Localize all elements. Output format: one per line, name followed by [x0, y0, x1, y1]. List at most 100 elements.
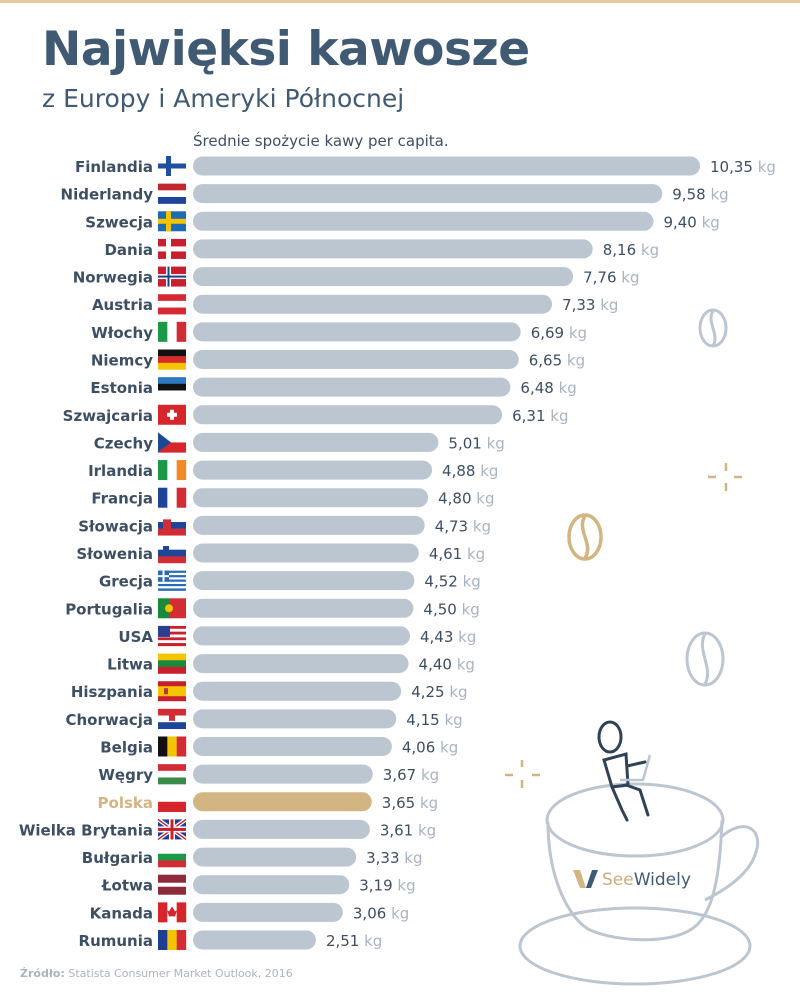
- bar: [193, 681, 402, 701]
- value-label: 9,58 kg: [672, 186, 728, 204]
- bar: [193, 847, 357, 867]
- value-label: 3,06 kg: [353, 904, 409, 922]
- flag-dk-icon: [158, 238, 186, 259]
- value-label: 3,33 kg: [366, 849, 422, 867]
- category-label: Dania: [104, 241, 153, 259]
- bar: [193, 930, 316, 950]
- coffee-bean-icon: [685, 631, 725, 687]
- bar-row-23: Polska 3,65 kg: [98, 791, 438, 812]
- bar: [193, 322, 521, 342]
- category-label: Czechy: [94, 434, 153, 452]
- bar-row-18: Litwa 4,40 kg: [107, 653, 475, 674]
- bar: [193, 819, 370, 839]
- value-label: 6,31 kg: [512, 407, 568, 425]
- coffee-bean-icon: [698, 308, 728, 348]
- bar: [193, 543, 419, 563]
- bar: [193, 709, 397, 729]
- flag-hr-icon: [158, 708, 186, 730]
- bar: [193, 156, 700, 176]
- value-label: 4,43 kg: [420, 628, 476, 646]
- bar-row-19: Hiszpania 4,25 kg: [71, 681, 468, 702]
- category-label: Austria: [92, 296, 153, 314]
- flag-pt-icon: [158, 598, 186, 619]
- flag-lv-icon: [158, 874, 186, 895]
- category-label: USA: [118, 628, 153, 646]
- bar-row-0: Finlandia 10,35 kg: [75, 156, 776, 176]
- page-title: Najwięksi kawosze: [42, 22, 530, 77]
- flag-es-icon: [158, 681, 186, 702]
- bar: [193, 764, 373, 784]
- bar-row-11: Irlandia 4,88 kg: [88, 460, 498, 481]
- flag-lt-icon: [158, 653, 186, 674]
- bar-row-12: Francja 4,80 kg: [91, 487, 495, 508]
- bar: [193, 626, 411, 646]
- bar-row-25: Bułgaria 3,33 kg: [82, 847, 423, 868]
- flag-gr-icon: [158, 570, 186, 591]
- category-label: Estonia: [90, 379, 153, 397]
- value-label: 4,25 kg: [411, 683, 467, 701]
- bar-row-7: Niemcy 6,65 kg: [91, 349, 585, 370]
- bar-row-8: Estonia 6,48 kg: [90, 377, 577, 398]
- value-label: 6,48 kg: [520, 379, 576, 397]
- category-label: Portugalia: [65, 600, 153, 618]
- bar-row-3: Dania 8,16 kg: [104, 238, 659, 259]
- bar-row-1: Niderlandy 9,58 kg: [61, 183, 729, 204]
- value-label: 4,06 kg: [402, 739, 458, 757]
- category-label: Wielka Brytania: [19, 821, 153, 839]
- flag-fi-icon: [158, 156, 186, 176]
- category-label: Grecja: [99, 573, 153, 591]
- bar: [193, 211, 654, 231]
- category-label: Francja: [91, 490, 153, 508]
- page-subtitle: z Europy i Ameryki Północnej: [42, 84, 405, 113]
- person-with-laptop-illustration: [597, 720, 650, 822]
- category-label: Rumunia: [79, 932, 153, 950]
- category-label: Słowenia: [76, 545, 153, 563]
- bar: [193, 239, 593, 259]
- laptop-icon: [620, 754, 652, 782]
- bar: [193, 350, 519, 369]
- category-label: Finlandia: [75, 158, 153, 176]
- flag-ch-icon: [158, 404, 186, 425]
- category-label: Łotwa: [101, 877, 153, 895]
- flag-se-icon: [158, 211, 186, 232]
- bar-row-17: USA 4,43 kg: [118, 625, 476, 647]
- value-label: 8,16 kg: [603, 241, 659, 259]
- bar: [193, 488, 429, 508]
- flag-ie-icon: [158, 460, 187, 481]
- bar: [193, 460, 433, 480]
- value-label: 6,65 kg: [529, 352, 585, 370]
- value-label: 3,67 kg: [383, 766, 439, 784]
- bar-row-15: Grecja 4,52 kg: [99, 570, 481, 591]
- category-label: Węgry: [98, 766, 153, 784]
- bar: [193, 571, 415, 591]
- bar: [193, 184, 663, 204]
- coffee-bean-icon: [567, 513, 603, 561]
- flag-ro-icon: [158, 930, 187, 950]
- source-text: Statista Consumer Market Outlook, 2016: [68, 967, 293, 980]
- flag-it-icon: [158, 321, 187, 342]
- value-label: 5,01 kg: [448, 434, 504, 452]
- flag-fr-icon: [158, 487, 187, 508]
- flag-no-icon: [158, 266, 186, 287]
- flag-bg-icon: [158, 847, 186, 868]
- bar: [193, 598, 414, 618]
- bar: [193, 902, 343, 922]
- bar-row-16: Portugalia 4,50 kg: [65, 598, 480, 619]
- category-label: Polska: [98, 794, 153, 812]
- bar-row-28: Rumunia 2,51 kg: [79, 930, 382, 950]
- coffee-cup-illustration: [518, 782, 760, 986]
- category-label: Szwecja: [85, 213, 153, 231]
- flag-us-icon: [158, 625, 186, 647]
- bar: [193, 654, 409, 674]
- value-label: 6,69 kg: [531, 324, 587, 342]
- bar: [193, 515, 425, 535]
- bar: [193, 267, 574, 287]
- category-label: Włochy: [91, 324, 153, 342]
- value-label: 4,80 kg: [438, 490, 494, 508]
- source-note: Źródło: Statista Consumer Market Outlook…: [20, 967, 293, 980]
- bar-row-21: Belgia 4,06 kg: [100, 736, 458, 757]
- bar-row-4: Norwegia 7,76 kg: [73, 266, 640, 287]
- flag-hu-icon: [158, 764, 186, 785]
